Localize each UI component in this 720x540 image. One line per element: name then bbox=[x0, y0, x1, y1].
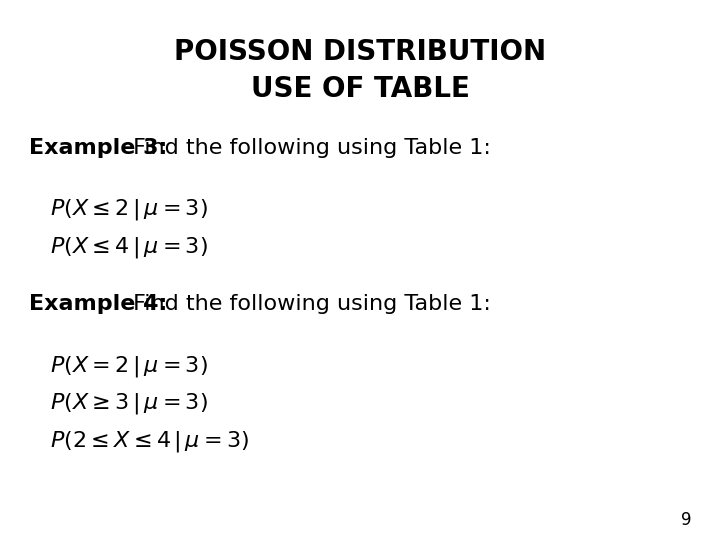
Text: $P(X \leq 4\,|\,\mu=3)$: $P(X \leq 4\,|\,\mu=3)$ bbox=[50, 235, 208, 260]
Text: 9: 9 bbox=[680, 511, 691, 529]
Text: Find the following using Table 1:: Find the following using Table 1: bbox=[126, 138, 491, 158]
Text: POISSON DISTRIBUTION
USE OF TABLE: POISSON DISTRIBUTION USE OF TABLE bbox=[174, 38, 546, 103]
Text: $P(2 \leq X \leq 4\,|\,\mu=3)$: $P(2 \leq X \leq 4\,|\,\mu=3)$ bbox=[50, 429, 250, 454]
Text: $P(X = 2\,|\,\mu=3)$: $P(X = 2\,|\,\mu=3)$ bbox=[50, 354, 208, 379]
Text: Example 4:: Example 4: bbox=[29, 294, 167, 314]
Text: Example 3:: Example 3: bbox=[29, 138, 167, 158]
Text: $P(X \geq 3\,|\,\mu=3)$: $P(X \geq 3\,|\,\mu=3)$ bbox=[50, 392, 208, 416]
Text: Find the following using Table 1:: Find the following using Table 1: bbox=[126, 294, 491, 314]
Text: $P(X \leq 2\,|\,\mu=3)$: $P(X \leq 2\,|\,\mu=3)$ bbox=[50, 197, 208, 222]
